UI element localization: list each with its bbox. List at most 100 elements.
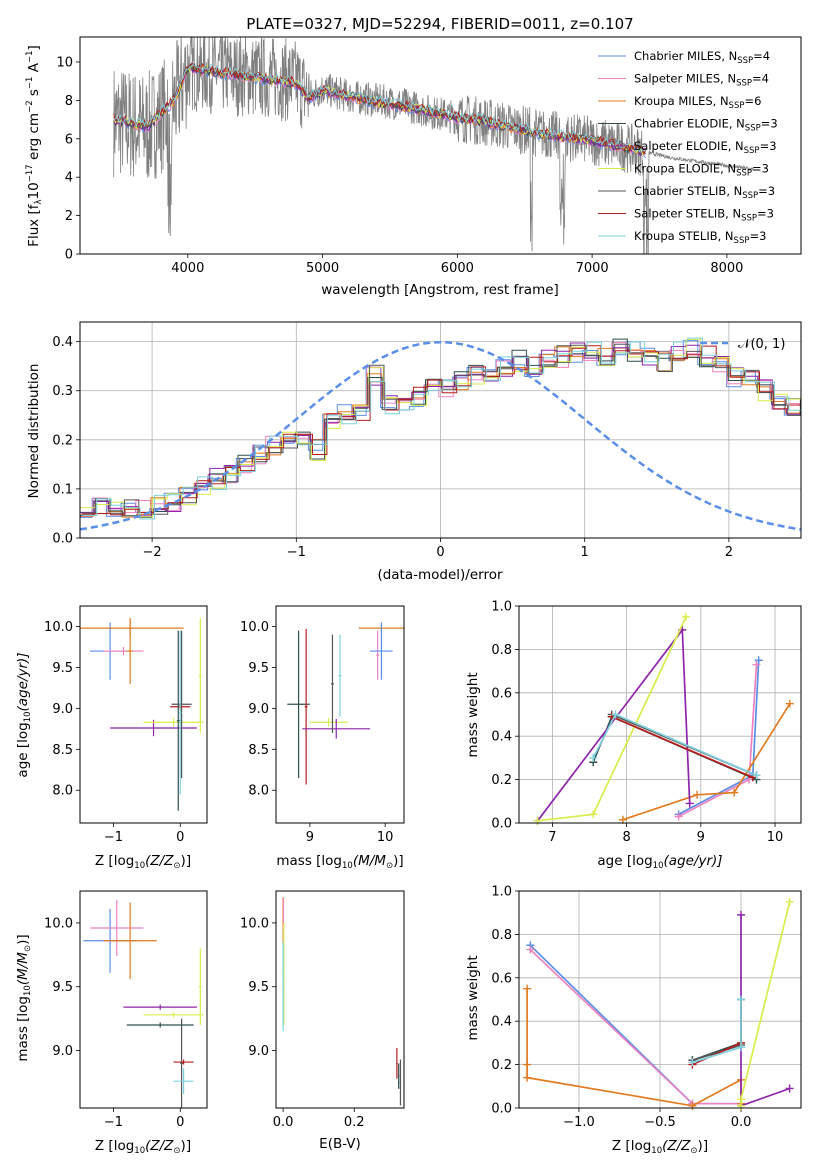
age-weight-xtick-label: 9	[697, 830, 705, 845]
normal-curve	[79, 340, 802, 531]
spectrum-ytick-label: 8	[65, 94, 73, 109]
z-age-xtick-label: −1	[104, 830, 123, 845]
legend-label: Kroupa MILES, NSSP=6	[634, 94, 761, 111]
legend-model-name: Chabrier ELODIE, N	[634, 117, 745, 131]
z-weight-point-marker	[523, 1073, 532, 1082]
residuals-histogram	[81, 343, 801, 515]
mass-age-ytick-label: 9.0	[248, 702, 269, 717]
z-weight-xtick-label: −1.0	[563, 1115, 595, 1130]
age-weight-xlabel: age [log10(age/yr)]	[597, 853, 722, 871]
spectrum-ylabel: Flux [fλ10−17 erg cm−2 s−1 A−1]	[25, 45, 44, 247]
z-weight-point-marker	[526, 945, 535, 954]
age-weight-ytick-label: 0.0	[491, 817, 512, 832]
legend-model-name: Kroupa ELODIE, N	[634, 162, 736, 176]
z-mass-ytick-label: 10.0	[44, 916, 73, 931]
z-weight-ytick-label: 0.0	[491, 1102, 512, 1117]
z-weight-frame	[518, 890, 802, 1109]
age-weight-point-marker	[589, 753, 598, 762]
legend-label: Chabrier MILES, NSSP=4	[634, 49, 770, 66]
residuals-panel: −2 −1 0 1 2 0.0 0.1 0.2 0.3 0.4 𝒩(0, 1)	[52, 321, 802, 560]
z-weight-xlabel: Z [log10(Z/Z⊙)]	[612, 1138, 708, 1156]
z-weight-series-line	[740, 914, 790, 1108]
legend-nssp-value: =3	[758, 184, 775, 198]
age-weight-series-line	[611, 715, 754, 779]
z-weight-series-line	[529, 948, 741, 1105]
z-mass-xlabel: Z [log10(Z/Z⊙)]	[95, 1138, 191, 1156]
z-age-panel: −1 0 8.0 8.5 9.0 9.5 10.0	[44, 605, 208, 845]
mass-age-xtick-label: 9	[306, 830, 314, 845]
legend-nssp-sub: SSP	[734, 236, 750, 246]
legend-label: Kroupa ELODIE, NSSP=3	[634, 162, 769, 179]
legend-nssp-sub: SSP	[742, 191, 758, 201]
z-weight-point-marker	[785, 1084, 794, 1093]
spectrum-xlabel: wavelength [Angstrom, rest frame]	[321, 282, 559, 298]
age-weight-point-marker	[674, 812, 683, 821]
age-weight-point-marker	[681, 612, 690, 621]
spectrum-ytick-label: 2	[65, 209, 73, 224]
age-weight-point-marker	[611, 710, 620, 719]
age-weight-xtick-label: 8	[622, 830, 630, 845]
z-age-frame	[79, 605, 208, 824]
age-weight-xtick-label: 7	[548, 830, 556, 845]
residuals-ytick-label: 0.4	[52, 335, 73, 350]
ebv-mass-xtick-label: 0.2	[344, 1115, 365, 1130]
z-weight-ytick-label: 0.4	[491, 1015, 512, 1030]
ebv-mass-frame	[275, 890, 405, 1109]
age-weight-frame	[518, 605, 802, 824]
spectrum-model-line	[113, 64, 647, 153]
spectrum-ytick-label: 10	[56, 55, 73, 70]
z-weight-xtick-label: −0.5	[644, 1115, 676, 1130]
legend-nssp-sub: SSP	[741, 214, 757, 224]
z-weight-series-line	[692, 1042, 742, 1066]
ebv-mass-ytick-label: 9.5	[248, 980, 269, 995]
age-weight-ylabel: mass weight	[465, 672, 481, 757]
z-weight-point-marker	[523, 1060, 532, 1069]
age-weight-ytick-label: 0.2	[491, 773, 512, 788]
legend-nssp-value: =3	[760, 139, 777, 153]
z-weight-point-marker	[737, 1095, 746, 1104]
residuals-xtick-label: 2	[725, 545, 733, 560]
z-weight-ytick-label: 1.0	[491, 885, 512, 900]
z-mass-panel: −1 0 9.0 9.5 10.0	[44, 890, 208, 1130]
z-age-ylabel: age [log10(age/yr)]	[15, 652, 33, 777]
age-weight-ytick-label: 0.4	[491, 730, 512, 745]
z-age-xlabel: Z [log10(Z/Z⊙)]	[95, 853, 191, 871]
age-weight-point-marker	[589, 810, 598, 819]
mass-age-ytick-label: 10.0	[240, 620, 269, 635]
age-weight-point-marker	[693, 790, 702, 799]
z-weight-ytick-label: 0.2	[491, 1058, 512, 1073]
legend-model-name: Salpeter MILES, N	[634, 72, 736, 86]
legend-nssp-value: =4	[753, 49, 770, 63]
ebv-mass-ytick-label: 10.0	[240, 916, 269, 931]
age-weight-point-marker	[752, 771, 761, 780]
mass-age-panel: 9 10 8.0 8.5 9.0 9.5 10.0	[240, 605, 405, 845]
z-age-ytick-label: 9.0	[52, 702, 73, 717]
legend-label: Salpeter ELODIE, NSSP=3	[634, 139, 777, 156]
legend-model-name: Kroupa STELIB, N	[634, 229, 734, 243]
residuals-histogram	[80, 342, 801, 517]
legend-nssp-value: =4	[752, 72, 769, 86]
z-weight-ytick-label: 0.6	[491, 971, 512, 986]
residuals-histogram	[80, 338, 801, 518]
legend-label: Chabrier ELODIE, NSSP=3	[634, 117, 778, 134]
residuals-ytick-label: 0.1	[52, 482, 73, 497]
residuals-ytick-label: 0.0	[52, 532, 73, 547]
z-mass-ytick-label: 9.0	[52, 1044, 73, 1059]
legend-model-name: Salpeter ELODIE, N	[634, 139, 744, 153]
age-weight-point-marker	[785, 699, 794, 708]
legend-nssp-value: =3	[752, 162, 769, 176]
age-weight-xtick-label: 10	[767, 830, 784, 845]
age-weight-panel: 7 8 9 10 0.0 0.2 0.4 0.6 0.8 1.0	[491, 600, 802, 845]
z-age-ytick-label: 9.5	[52, 661, 73, 676]
legend-nssp-sub: SSP	[736, 79, 752, 89]
z-mass-ytick-label: 9.5	[52, 980, 73, 995]
residuals-xlabel: (data-model)/error	[377, 567, 503, 583]
z-weight-ytick-label: 0.8	[491, 928, 512, 943]
legend-label: Salpeter MILES, NSSP=4	[634, 72, 769, 89]
residuals-histogram	[80, 346, 801, 518]
age-weight-ytick-label: 0.6	[491, 686, 512, 701]
legend-model-name: Salpeter STELIB, N	[634, 207, 741, 221]
residuals-ytick-label: 0.3	[52, 384, 73, 399]
